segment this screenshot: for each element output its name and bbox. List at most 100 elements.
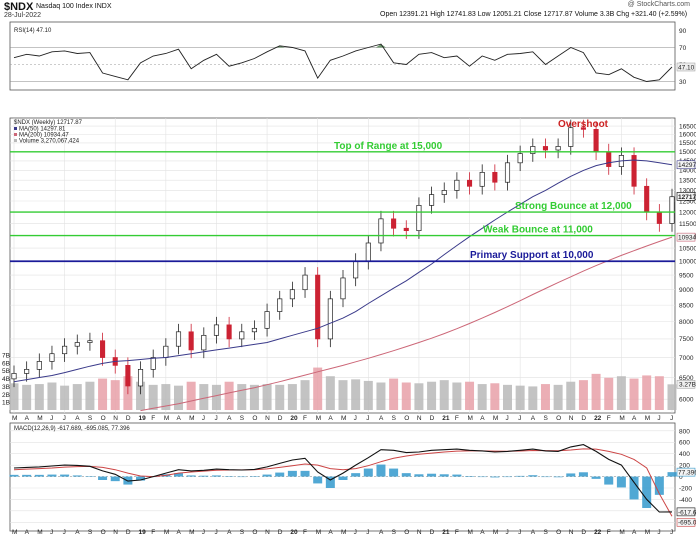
volume-bar — [515, 385, 525, 410]
volume-bar — [477, 384, 487, 410]
volume-bars — [9, 367, 677, 410]
macd-histogram-bar — [616, 476, 626, 488]
price-tick-label: 13500 — [679, 178, 696, 185]
volume-bar — [9, 383, 19, 410]
x-axis-label: N — [113, 529, 118, 536]
price-tick-label: 8500 — [679, 302, 694, 309]
volume-bar — [287, 384, 297, 410]
volume-bar — [174, 385, 183, 410]
x-axis-label: O — [101, 529, 106, 536]
x-axis-label: J — [214, 529, 217, 536]
volume-bar — [629, 378, 639, 410]
x-axis-label: M — [341, 529, 346, 536]
macd-tick-label: 0 — [679, 474, 683, 481]
macd-histogram-bar — [300, 470, 310, 477]
x-axis-label: D — [126, 529, 131, 536]
price-bar-body — [441, 190, 447, 195]
volume-bar — [249, 384, 259, 410]
x-axis-label: J — [366, 415, 369, 422]
macd-histogram-bar — [325, 476, 335, 488]
volume-tick-label: 1B — [2, 400, 10, 407]
price-bar-body — [669, 196, 675, 224]
price-bar-body — [100, 340, 106, 358]
macd-histogram-bar — [604, 476, 614, 485]
rsi-tick-label: 70 — [679, 45, 687, 52]
x-axis-label: M — [493, 415, 498, 422]
volume-bar — [186, 381, 196, 410]
volume-bar — [604, 377, 614, 410]
x-axis-bottom: M A M J J A S O N D 19 F M A M J J A S O N D 20 F M A M J J A S O N D 21 F M… — [12, 529, 673, 536]
ma200-legend: MA(200) 10934.47 — [19, 133, 69, 139]
macd-histogram-bar — [553, 476, 563, 478]
price-tick-label: 12500 — [679, 198, 696, 205]
volume-bar — [224, 381, 234, 410]
ma200-legend-swatch — [14, 133, 17, 136]
price-axis-markers: 14297 12717 10934 3.27B — [676, 160, 696, 389]
price-bar-body — [87, 340, 93, 343]
x-axis-label: S — [240, 415, 245, 422]
x-axis-label: 22 — [594, 415, 602, 422]
macd-tick-label: 200 — [679, 463, 690, 470]
x-axis-label: F — [303, 529, 307, 536]
volume-tick-label: 3B — [2, 384, 10, 391]
macd-histogram-bar — [186, 475, 196, 477]
volume-tick-label: 6B — [2, 360, 10, 367]
price-bar-body — [631, 155, 637, 187]
price-bar-body — [315, 274, 321, 340]
x-axis-label: A — [177, 415, 182, 422]
x-axis-label: A — [75, 529, 80, 536]
volume-bar — [300, 380, 310, 410]
volume-bar — [642, 375, 652, 410]
price-axis: 1650016000155001500014500140001350013000… — [679, 123, 696, 403]
price-tick-label: 16000 — [679, 132, 696, 139]
x-axis-label: J — [63, 415, 66, 422]
rsi-tick-label: 30 — [679, 79, 687, 86]
x-axis-label: S — [392, 415, 397, 422]
volume-bar — [553, 384, 563, 410]
price-bar-body — [517, 153, 523, 164]
x-axis-label: J — [506, 415, 509, 422]
x-axis-label: O — [404, 415, 409, 422]
volume-bar — [161, 384, 171, 410]
price-bar-body — [429, 194, 435, 206]
x-axis-label: F — [607, 529, 611, 536]
volume-bar — [85, 381, 95, 410]
x-axis-label: J — [214, 415, 217, 422]
rsi-gridlines — [10, 47, 675, 82]
x-axis-label: O — [252, 415, 257, 422]
macd-tick-label: -400 — [679, 497, 692, 504]
x-axis-label: A — [379, 415, 384, 422]
x-axis-label: 22 — [594, 529, 602, 536]
x-axis-label: S — [543, 415, 548, 422]
macd-histogram-bar — [174, 473, 183, 477]
price-bar-body — [289, 289, 295, 300]
price-tick-label: 16500 — [679, 123, 696, 130]
price-legend-title: $NDX (Weekly) 12717.87 — [14, 120, 83, 126]
macd-histogram-bar — [351, 473, 361, 477]
macd-histogram-bar — [465, 476, 475, 477]
volume-bar — [211, 384, 221, 410]
volume-tick-label: 7B — [2, 353, 10, 360]
price-bar-body — [201, 334, 207, 351]
volume-bar — [22, 384, 32, 410]
price-bar-body — [11, 373, 17, 380]
rsi-last-marker — [676, 62, 696, 72]
macd-histogram-bar — [72, 475, 82, 477]
price-bar-body — [606, 151, 612, 167]
volume-bar — [528, 386, 538, 410]
macd-legend: MACD(12,26,9) -617.689, -695.085, 77.396 — [14, 426, 130, 432]
price-bar-body — [542, 146, 549, 151]
x-axis-label: J — [518, 415, 521, 422]
macd-histogram-bar — [85, 476, 95, 477]
x-axis-label: N — [265, 415, 270, 422]
price-bar-body — [36, 361, 42, 370]
x-axis-label: S — [88, 415, 93, 422]
price-axis-marker-box — [676, 160, 696, 170]
macd-histogram-bar — [363, 468, 373, 477]
x-axis-label: A — [480, 529, 485, 536]
price-bar-body — [137, 369, 144, 387]
x-axis-label: S — [88, 529, 93, 536]
price-bar-body — [504, 162, 511, 183]
volume-marker-box — [676, 380, 696, 389]
volume-bar — [591, 373, 601, 410]
